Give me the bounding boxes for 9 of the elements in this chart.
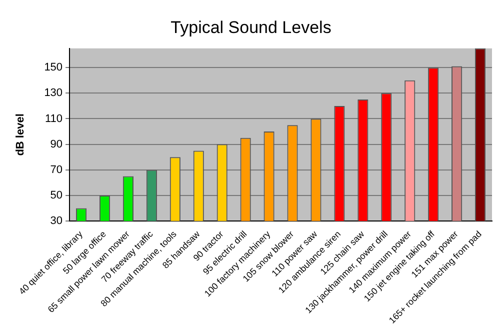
y-tick-label: 70 xyxy=(50,164,63,176)
y-tick-label: 50 xyxy=(50,189,63,202)
y-tick-label: 150 xyxy=(44,62,63,74)
y-tick-label: 130 xyxy=(44,87,63,100)
chart-title: Typical Sound Levels xyxy=(170,18,332,37)
y-tick-label: 30 xyxy=(50,215,63,228)
y-axis-title: dB level xyxy=(14,114,27,156)
y-tick-label: 110 xyxy=(45,112,63,125)
y-tick-label: 90 xyxy=(50,138,63,150)
